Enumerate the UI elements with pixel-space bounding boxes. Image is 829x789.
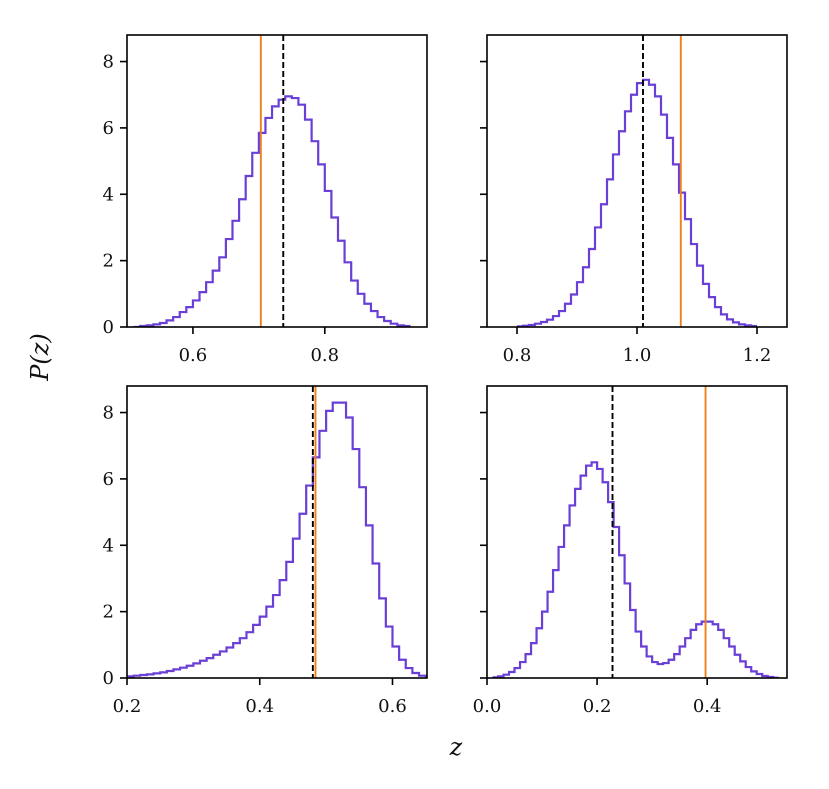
x-tick-label: 0.0	[473, 696, 502, 717]
axes-frame	[486, 385, 788, 679]
panel-top-left: 0 2 4 6 8 0.6 0.8	[103, 34, 428, 366]
x-tick-label: 1.0	[623, 345, 652, 366]
y-tick-label: 4	[103, 184, 114, 205]
x-tick-label: 1.2	[743, 345, 772, 366]
x-tick-label: 0.6	[378, 696, 407, 717]
x-tick-label: 0.2	[113, 696, 142, 717]
x-tick-label: 0.6	[179, 345, 208, 366]
y-tick-label: 2	[103, 251, 114, 272]
x-tick-label: 0.4	[693, 696, 722, 717]
axes-frame	[486, 34, 788, 328]
x-tick-label: 0.8	[503, 345, 532, 366]
panels-group: 0 2 4 6 8 0.6 0.8 0.8 1.0 1.2 0 2 4 6 8 0.2 0.4 0.6 0.0 0.2…	[103, 34, 788, 717]
y-tick-label: 2	[103, 602, 114, 623]
histogram-step-line	[127, 401, 427, 678]
y-tick-label: 8	[103, 403, 114, 424]
y-tick-label: 0	[103, 317, 114, 338]
y-tick-label: 0	[103, 668, 114, 689]
panel-top-right: 0.8 1.0 1.2	[480, 34, 788, 366]
panel-bottom-right: 0.0 0.2 0.4	[473, 385, 788, 717]
panel-bottom-left: 0 2 4 6 8 0.2 0.4 0.6	[103, 385, 428, 717]
x-tick-label: 0.4	[245, 696, 274, 717]
x-tick-label: 0.2	[583, 696, 612, 717]
axes-frame	[126, 34, 428, 328]
y-tick-label: 6	[103, 469, 114, 490]
histogram-step-line	[492, 461, 779, 678]
histogram-step-line	[133, 95, 411, 327]
y-tick-label: 8	[103, 52, 114, 73]
y-tick-label: 4	[103, 535, 114, 556]
histogram-step-line	[517, 78, 757, 327]
x-tick-label: 0.8	[310, 345, 339, 366]
x-axis-label: z	[449, 733, 463, 761]
y-axis-label: P(z)	[26, 333, 54, 382]
y-tick-label: 6	[103, 118, 114, 139]
axes-frame	[126, 385, 428, 679]
